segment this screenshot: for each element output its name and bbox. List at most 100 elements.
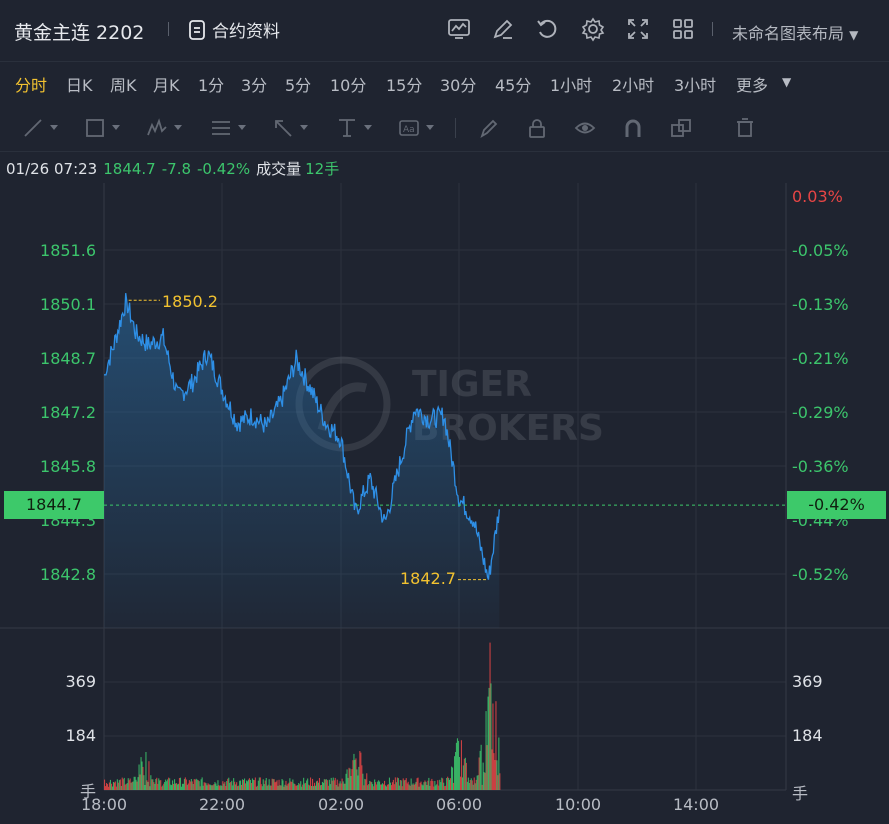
volume-bar: [475, 779, 477, 790]
volume-bar: [292, 779, 294, 790]
tool-caret-icon[interactable]: [174, 125, 182, 130]
volume-bar: [419, 782, 421, 790]
channel-tool-icon[interactable]: [210, 117, 232, 139]
period-tab[interactable]: 10分: [330, 76, 367, 95]
rect-tool-icon[interactable]: [84, 117, 106, 139]
volume-bar: [272, 779, 274, 790]
volume-bar: [138, 764, 140, 790]
volume-bar: [485, 711, 487, 790]
volume-bar: [324, 779, 326, 790]
period-tab[interactable]: 2小时: [612, 76, 655, 95]
magnet-icon[interactable]: [622, 117, 644, 139]
tool-caret-icon[interactable]: [112, 125, 120, 130]
volume-bar: [490, 683, 492, 790]
volume-bar: [235, 784, 237, 790]
volume-bar: [112, 782, 114, 790]
period-tabs: 分时 日K 周K 月K 1分 3分 5分 10分 15分 30分 45分 1小时 2小时 3小时 更多 ▼: [0, 62, 889, 104]
pen-icon[interactable]: [478, 117, 500, 139]
volume-bar: [311, 786, 313, 790]
volume-bar: [160, 780, 162, 790]
volume-bar: [282, 780, 284, 790]
tool-caret-icon[interactable]: [364, 125, 372, 130]
volume-bar: [385, 785, 387, 790]
volume-bar: [399, 780, 401, 790]
layout-dropdown[interactable]: 未命名图表布局 ▼: [732, 20, 858, 44]
eye-icon[interactable]: [574, 117, 596, 139]
period-tab[interactable]: 日K: [66, 76, 93, 95]
more-caret-icon[interactable]: ▼: [782, 75, 792, 89]
period-tab[interactable]: 3小时: [674, 76, 717, 95]
volume-bar: [476, 775, 478, 790]
tool-caret-icon[interactable]: [238, 125, 246, 130]
text-cursor-tool-icon[interactable]: [336, 117, 358, 139]
volume-bar: [244, 778, 246, 790]
period-tab[interactable]: 30分: [440, 76, 477, 95]
volume-bar: [360, 752, 362, 790]
period-tab[interactable]: 5分: [285, 76, 312, 95]
volume-bar: [467, 777, 469, 790]
edit-icon[interactable]: [490, 16, 516, 42]
volume-bar: [313, 786, 315, 790]
volume-bar: [191, 781, 193, 790]
trash-icon[interactable]: [734, 117, 756, 139]
wave-tool-icon[interactable]: [146, 117, 168, 139]
volume-bar: [151, 779, 153, 790]
volume-bar: [333, 780, 335, 790]
volume-bar: [223, 783, 225, 790]
period-tab[interactable]: 月K: [153, 76, 180, 95]
layers-icon[interactable]: [670, 117, 692, 139]
volume-bar: [325, 779, 327, 790]
volume-bar: [284, 784, 286, 790]
volume-bar: [312, 778, 314, 790]
volume-bar: [305, 782, 307, 790]
lock-icon[interactable]: [526, 117, 548, 139]
tool-caret-icon[interactable]: [50, 125, 58, 130]
grid-icon[interactable]: [670, 16, 696, 42]
volume-bar: [143, 775, 145, 790]
volume-bar: [205, 783, 207, 790]
volume-bar: [106, 783, 108, 790]
tool-caret-icon[interactable]: [300, 125, 308, 130]
volume-unit-left: 手: [80, 782, 97, 801]
volume-bar: [452, 767, 454, 790]
tool-caret-icon[interactable]: [426, 125, 434, 130]
volume-bar: [127, 778, 129, 790]
fullscreen-icon[interactable]: [625, 16, 651, 42]
volume-tick-label: 184: [65, 726, 96, 745]
chart-icon[interactable]: [446, 16, 472, 42]
period-tab[interactable]: 3分: [241, 76, 268, 95]
volume-bar: [331, 780, 333, 790]
period-tab[interactable]: 分时: [15, 76, 48, 95]
volume-bar: [344, 783, 346, 790]
line-tool-icon[interactable]: [22, 117, 44, 139]
volume-bar: [388, 777, 390, 790]
period-tab[interactable]: 更多: [736, 76, 769, 95]
volume-bar: [107, 784, 109, 790]
volume-bar: [377, 781, 379, 790]
volume-bar: [382, 783, 384, 790]
period-tab[interactable]: 15分: [386, 76, 423, 95]
arrow-tool-icon[interactable]: [272, 117, 294, 139]
settings-icon[interactable]: [580, 16, 606, 42]
label-tool-icon[interactable]: Aa: [398, 117, 420, 139]
period-tab[interactable]: 周K: [110, 76, 137, 95]
price-tick-label: 1842.8: [40, 565, 96, 584]
volume-bar: [253, 780, 255, 790]
volume-bar: [384, 780, 386, 790]
volume-bar: [204, 782, 206, 790]
contract-info-button[interactable]: 合约资料: [188, 17, 280, 42]
volume-bar: [459, 776, 461, 790]
volume-bar: [258, 777, 260, 790]
period-tab[interactable]: 45分: [495, 76, 532, 95]
refresh-icon[interactable]: [534, 16, 560, 42]
volume-bar: [330, 777, 332, 790]
period-tab[interactable]: 1分: [198, 76, 225, 95]
volume-bar: [146, 780, 148, 790]
volume-bar: [442, 778, 444, 790]
volume-bar: [290, 781, 292, 790]
volume-bar: [412, 783, 414, 790]
volume-bar: [373, 786, 375, 790]
volume-bar: [441, 777, 443, 790]
period-tab[interactable]: 1小时: [550, 76, 593, 95]
